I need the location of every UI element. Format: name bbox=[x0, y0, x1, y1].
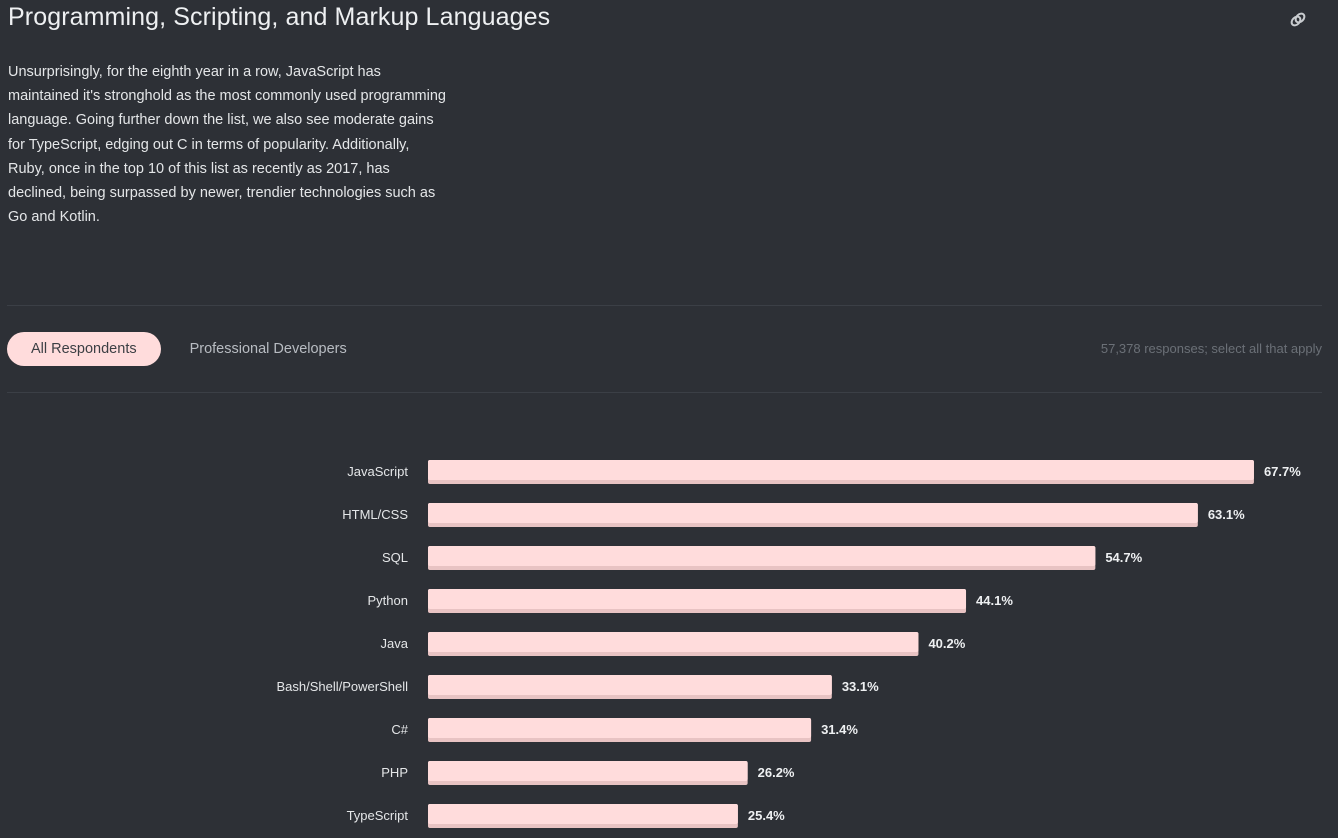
tab-all-respondents[interactable]: All Respondents bbox=[7, 332, 161, 366]
category-label: Java bbox=[381, 636, 409, 651]
bar bbox=[428, 503, 1198, 523]
respondent-tabs: All Respondents Professional Developers bbox=[7, 332, 371, 366]
divider-bottom bbox=[7, 392, 1322, 393]
page-title: Programming, Scripting, and Markup Langu… bbox=[8, 3, 551, 31]
bar bbox=[428, 546, 1096, 566]
bar-row: HTML/CSS 63.1% bbox=[342, 503, 1245, 527]
bar-chart: JavaScript 67.7% HTML/CSS 63.1% SQL 54.7% Pyth… bbox=[276, 460, 1301, 828]
category-label: Bash/Shell/PowerShell bbox=[276, 679, 408, 694]
value-label: 40.2% bbox=[928, 636, 965, 651]
bar bbox=[428, 589, 967, 609]
value-label: 26.2% bbox=[758, 765, 795, 780]
bar bbox=[428, 718, 812, 738]
category-label: HTML/CSS bbox=[342, 507, 408, 522]
bar bbox=[428, 761, 748, 781]
value-label: 25.4% bbox=[748, 808, 785, 823]
bar bbox=[428, 675, 832, 695]
bar-row: SQL 54.7% bbox=[382, 546, 1143, 570]
divider-top bbox=[7, 305, 1322, 306]
bar-row: TypeScript 25.4% bbox=[347, 804, 785, 828]
category-label: TypeScript bbox=[347, 808, 409, 823]
responses-note: 57,378 responses; select all that apply bbox=[1100, 341, 1322, 356]
bar-row: Java 40.2% bbox=[381, 632, 966, 656]
section-description: Unsurprisingly, for the eighth year in a… bbox=[8, 64, 446, 226]
value-label: 63.1% bbox=[1208, 507, 1245, 522]
link-icon[interactable] bbox=[1288, 10, 1308, 30]
bar-row: JavaScript 67.7% bbox=[347, 460, 1301, 484]
bar-row: Bash/Shell/PowerShell 33.1% bbox=[276, 675, 879, 699]
value-label: 44.1% bbox=[976, 593, 1013, 608]
value-label: 67.7% bbox=[1264, 464, 1301, 479]
bar bbox=[428, 632, 919, 652]
category-label: C# bbox=[391, 722, 408, 737]
bar-row: Python 44.1% bbox=[368, 589, 1013, 613]
value-label: 33.1% bbox=[842, 679, 879, 694]
category-label: SQL bbox=[382, 550, 408, 565]
value-label: 31.4% bbox=[821, 722, 858, 737]
bar-row: PHP 26.2% bbox=[381, 761, 795, 785]
value-label: 54.7% bbox=[1105, 550, 1142, 565]
bar-row: C# 31.4% bbox=[391, 718, 858, 742]
bar bbox=[428, 804, 738, 824]
category-label: Python bbox=[368, 593, 408, 608]
bar bbox=[428, 460, 1254, 480]
category-label: PHP bbox=[381, 765, 408, 780]
tab-professional-developers[interactable]: Professional Developers bbox=[189, 341, 347, 357]
category-label: JavaScript bbox=[347, 464, 408, 479]
